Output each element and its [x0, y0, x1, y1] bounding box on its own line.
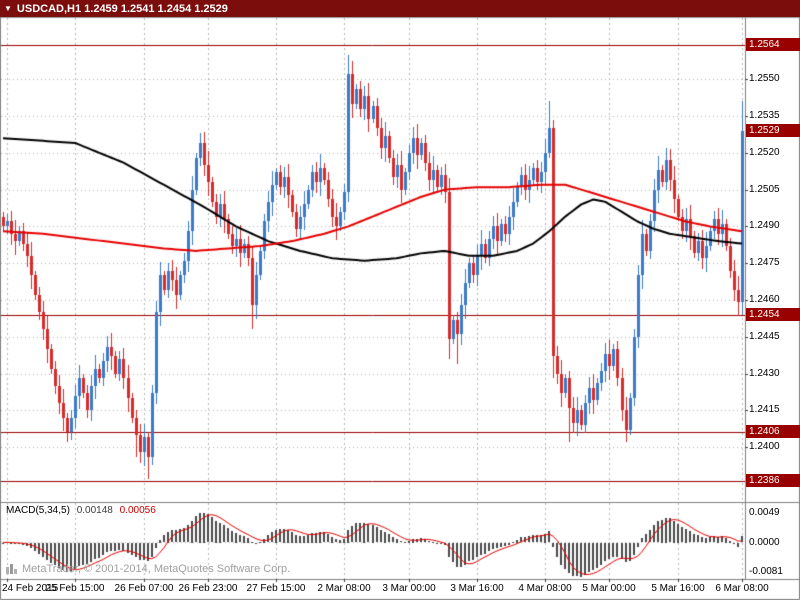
- chart-window-title-bar[interactable]: ▼ USDCAD,H1 1.2459 1.2541 1.2454 1.2529: [0, 0, 800, 17]
- chart-icon: ▼: [4, 4, 12, 13]
- chart-title: USDCAD,H1 1.2459 1.2541 1.2454 1.2529: [16, 2, 228, 15]
